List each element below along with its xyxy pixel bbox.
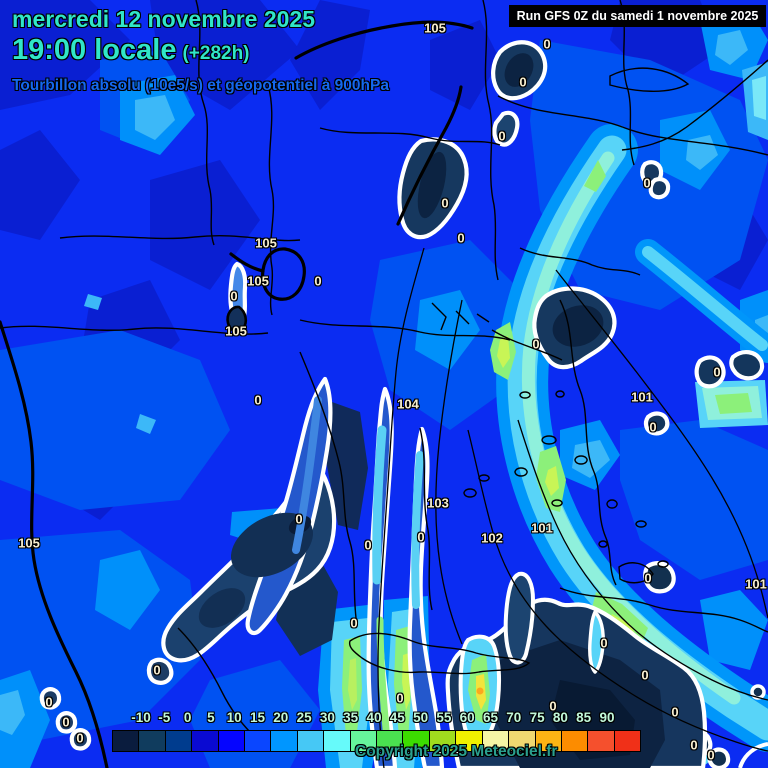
legend-color-box bbox=[270, 730, 298, 752]
legend-tick-label: -10 bbox=[131, 710, 151, 725]
contour-label: 0 bbox=[690, 737, 698, 753]
legend-tick-label: 50 bbox=[413, 710, 429, 725]
contour-label: 0 bbox=[76, 730, 84, 746]
contour-label: 0 bbox=[364, 537, 372, 553]
legend-color-box bbox=[217, 730, 246, 752]
legend-color-box bbox=[164, 730, 193, 752]
copyright-text: Copyright 2025 Meteociel.fr bbox=[355, 743, 558, 760]
legend-tick-label: 90 bbox=[599, 710, 615, 725]
contour-label: 0 bbox=[543, 36, 551, 52]
forecast-time: 19:00 locale bbox=[12, 34, 177, 66]
contour-label: 0 bbox=[519, 74, 527, 90]
legend-color-boxes bbox=[112, 730, 642, 752]
legend-color-box bbox=[244, 730, 272, 752]
legend-tick-label: 75 bbox=[529, 710, 545, 725]
legend-tick-label: 80 bbox=[552, 710, 568, 725]
legend-color-box bbox=[323, 730, 351, 752]
contour-label: 0 bbox=[254, 392, 262, 408]
contour-label: 0 bbox=[417, 529, 425, 545]
contour-label: 105 bbox=[424, 20, 446, 36]
contour-label: 105 bbox=[225, 323, 247, 339]
contour-label: 0 bbox=[707, 747, 715, 763]
legend-color-box bbox=[191, 730, 219, 752]
legend-tick-label: 30 bbox=[319, 710, 335, 725]
contour-label: 0 bbox=[45, 694, 53, 710]
contour-label: 104 bbox=[397, 396, 419, 412]
legend-color-box bbox=[138, 730, 166, 752]
legend-tick-label: 10 bbox=[226, 710, 242, 725]
legend-tick-label: 5 bbox=[207, 710, 215, 725]
contour-label: 0 bbox=[549, 698, 557, 714]
legend-tick-label: 70 bbox=[506, 710, 522, 725]
legend-tick-label: 20 bbox=[273, 710, 289, 725]
legend-tick-label: 60 bbox=[459, 710, 475, 725]
legend-tick-label: 85 bbox=[576, 710, 592, 725]
contour-label: 103 bbox=[427, 495, 449, 511]
contour-label: 0 bbox=[644, 570, 652, 586]
legend-tick-label: 25 bbox=[296, 710, 312, 725]
legend-tick-label: 35 bbox=[343, 710, 359, 725]
run-info-box: Run GFS 0Z du samedi 1 novembre 2025 bbox=[509, 5, 766, 27]
parameter-title: Tourbillon absolu (10e5/s) et géopotenti… bbox=[12, 77, 389, 94]
forecast-date: mercredi 12 novembre 2025 bbox=[12, 6, 316, 32]
contour-label: 0 bbox=[498, 128, 506, 144]
contour-label: 105 bbox=[247, 273, 269, 289]
title-block: mercredi 12 novembre 2025 19:00 locale (+… bbox=[12, 6, 389, 95]
contour-label: 0 bbox=[671, 704, 679, 720]
contour-label: 102 bbox=[481, 530, 503, 546]
contour-label: 0 bbox=[713, 364, 721, 380]
legend-tick-label: 40 bbox=[366, 710, 382, 725]
legend-tick-label: 45 bbox=[389, 710, 405, 725]
contour-label: 105 bbox=[255, 235, 277, 251]
forecast-offset: (+282h) bbox=[182, 43, 250, 64]
contour-label: 0 bbox=[62, 714, 70, 730]
legend-tick-label: 55 bbox=[436, 710, 452, 725]
contour-label: 105 bbox=[18, 535, 40, 551]
contour-label: 0 bbox=[600, 635, 608, 651]
legend-tick-label: 15 bbox=[249, 710, 266, 725]
legend-color-box bbox=[613, 730, 642, 752]
legend-tick-label: 0 bbox=[183, 710, 192, 725]
contour-label: 0 bbox=[643, 175, 651, 191]
legend-color-box bbox=[112, 730, 140, 752]
contour-label: 0 bbox=[641, 667, 649, 683]
legend-tick-label: -5 bbox=[158, 710, 171, 725]
contour-label: 101 bbox=[745, 576, 767, 592]
contour-label: 0 bbox=[649, 419, 657, 435]
contour-label: 0 bbox=[295, 511, 303, 527]
forecast-time-row: 19:00 locale (+282h) bbox=[12, 34, 389, 67]
contour-label: 0 bbox=[350, 615, 358, 631]
contour-label: 0 bbox=[441, 195, 449, 211]
contour-label: 0 bbox=[153, 662, 161, 678]
legend-color-box bbox=[587, 730, 615, 752]
legend-color-box bbox=[296, 730, 325, 752]
contour-label: 0 bbox=[457, 230, 465, 246]
legend-tick-label: 65 bbox=[482, 710, 499, 725]
contour-label: 101 bbox=[631, 389, 653, 405]
contour-label: 0 bbox=[230, 288, 238, 304]
contour-label: 0 bbox=[532, 336, 540, 352]
contour-label: 0 bbox=[314, 273, 322, 289]
legend-color-box bbox=[560, 730, 589, 752]
contour-label: 101 bbox=[531, 520, 553, 536]
contour-label: 0 bbox=[396, 690, 404, 706]
